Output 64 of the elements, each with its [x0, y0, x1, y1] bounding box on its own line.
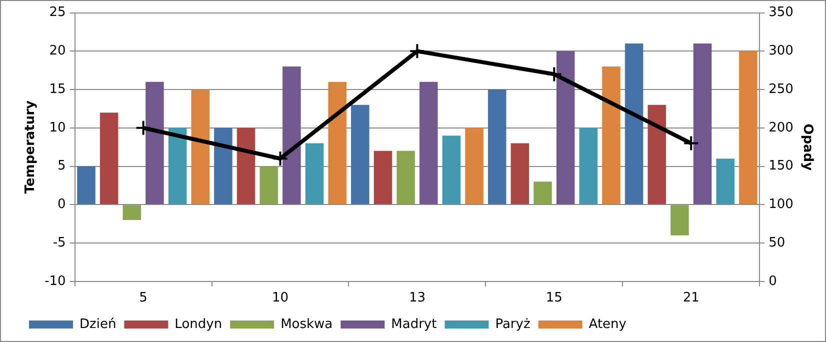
- legend-label: Moskwa: [280, 316, 333, 332]
- bar: [77, 166, 96, 204]
- y2-tick-label: 300: [768, 44, 794, 59]
- legend-label: Madryt: [391, 316, 437, 332]
- x-tick-label: 13: [408, 290, 426, 306]
- y-tick-label: -5: [52, 235, 66, 250]
- bar: [100, 112, 118, 204]
- bar: [419, 82, 438, 204]
- bar: [305, 143, 324, 204]
- y2-tick-label: 100: [768, 197, 794, 212]
- bar: [260, 166, 278, 204]
- bar: [534, 182, 552, 204]
- bar: [374, 150, 392, 204]
- x-tick-label: 21: [682, 290, 700, 306]
- bar: [328, 82, 346, 204]
- bar: [556, 51, 575, 204]
- y-tick-label: 5: [58, 158, 66, 174]
- legend-label: Paryż: [495, 316, 530, 332]
- y2-tick-label: 200: [768, 120, 794, 136]
- bar: [236, 128, 256, 204]
- x-tick-label: 10: [272, 290, 289, 306]
- bar: [510, 143, 530, 204]
- y-tick-label: 0: [58, 197, 66, 212]
- point: [683, 135, 700, 152]
- y-tick-label: 25: [49, 5, 66, 20]
- bar: [282, 66, 301, 204]
- point: [272, 150, 288, 167]
- bar: [716, 158, 734, 204]
- bar: [670, 205, 689, 236]
- point: [409, 43, 426, 60]
- bar: [739, 51, 758, 204]
- bar: [146, 82, 164, 204]
- bar: [122, 205, 142, 220]
- y2-tick-label: 350: [768, 5, 794, 20]
- legend-label: Ateny: [588, 316, 627, 332]
- bar: [693, 43, 712, 204]
- y-tick-label: 10: [49, 120, 66, 136]
- bar: [602, 66, 620, 204]
- y-axis-title: Temperatury: [23, 100, 38, 194]
- y-tick-label: 15: [49, 82, 66, 97]
- point: [546, 66, 562, 82]
- y-tick-label: 20: [49, 44, 66, 59]
- bar: [624, 43, 644, 204]
- legend-label: Londyn: [174, 316, 222, 332]
- y2-tick-label: 150: [768, 158, 794, 174]
- bar: [465, 128, 484, 204]
- x-tick-label: 5: [139, 290, 148, 306]
- bar: [168, 128, 187, 204]
- y-tick-label: -10: [44, 274, 66, 289]
- y2-tick-label: 250: [768, 82, 794, 97]
- legend-label: Dzień: [80, 316, 116, 332]
- bar: [396, 150, 415, 204]
- bar: [442, 136, 461, 204]
- bar: [579, 128, 598, 204]
- y2-axis-title: Opady: [800, 124, 815, 172]
- y2-tick-label: 0: [768, 274, 777, 289]
- bar: [648, 104, 666, 204]
- x-tick-label: 15: [546, 290, 562, 306]
- bar: [488, 90, 506, 204]
- bar: [214, 128, 232, 204]
- bar: [191, 90, 210, 204]
- point: [135, 120, 152, 136]
- bar: [351, 104, 370, 204]
- y2-tick-label: 50: [768, 235, 786, 250]
